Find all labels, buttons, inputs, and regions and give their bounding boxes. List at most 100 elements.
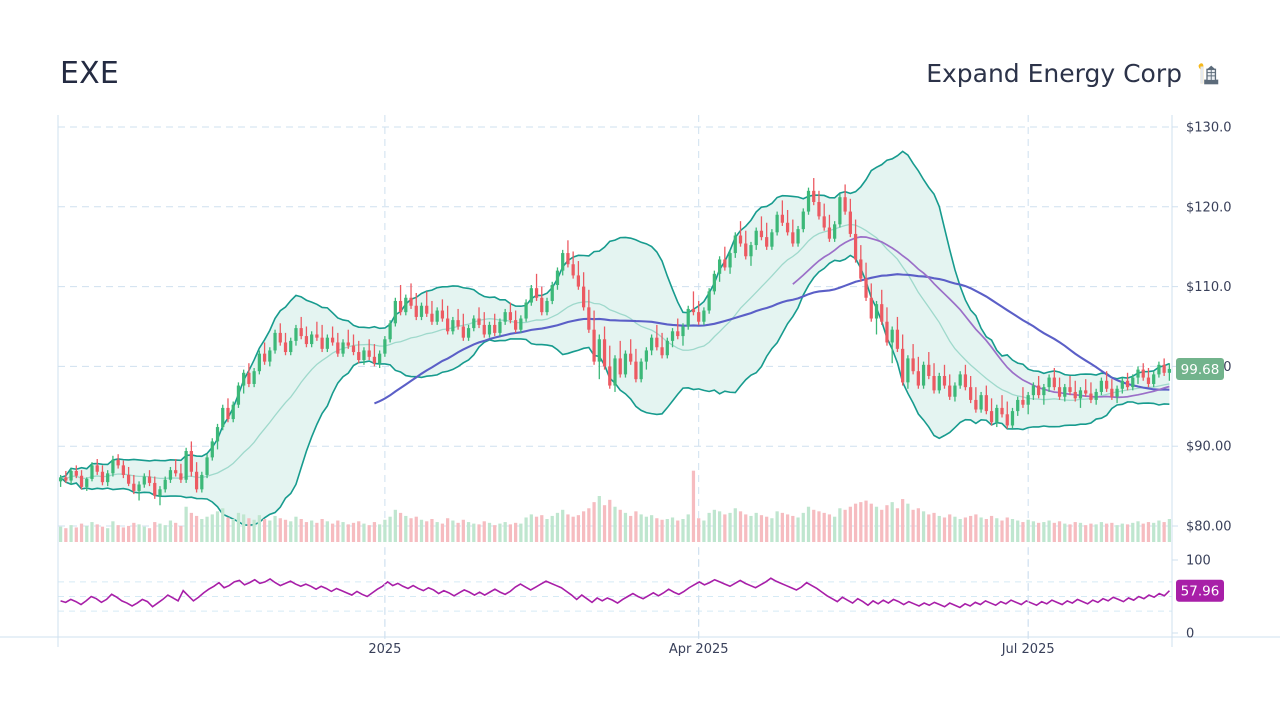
candle-body [493,324,497,333]
candle-body [550,285,554,301]
volume-bar [278,518,282,542]
volume-bar [644,516,648,542]
candle-body [378,353,382,364]
volume-bar [58,526,63,542]
chart-header: EXE Expand Energy Corp [0,52,1280,108]
candle-body [838,197,842,225]
volume-bar [189,512,193,542]
candle-body [351,345,356,353]
candle-body [848,211,852,234]
last-rsi-badge[interactable]: 57.96 [1176,579,1224,602]
candle-body [466,328,471,338]
candle-body [1031,385,1036,396]
candle-body [1131,377,1135,388]
volume-bar [1078,522,1083,542]
candle-body [963,374,968,388]
volume-bar [1105,523,1109,542]
sma-short-line [374,273,1170,405]
candle-body [733,235,737,254]
volume-bar [508,524,513,542]
candle-body [163,479,167,490]
candle-body [869,297,873,319]
volume-bar [1047,520,1051,542]
candle-body [100,471,105,483]
candle-body [137,484,141,491]
volume-bar [1162,522,1166,542]
candle-body [665,340,669,356]
volume-bar [702,520,706,542]
volume-bar [137,524,141,542]
candlestick-chart-svg[interactable]: $130.0$120.0$110.0$100.0$90.00$80.001000… [0,108,1280,668]
candle-body [702,310,706,322]
chart-canvas-area[interactable]: $130.0$120.0$110.0$100.0$90.00$80.001000… [0,108,1280,668]
volume-bar [1131,522,1135,542]
candle-body [655,337,659,348]
volume-bar [383,519,387,542]
candle-body [174,470,178,474]
candle-body [283,342,288,353]
candle-body [906,358,910,383]
volume-bar [174,522,178,542]
rsi-tick-label: 0 [1186,627,1194,642]
volume-bar [247,518,251,542]
candle-body [58,477,63,482]
candle-body [304,336,309,345]
ticker-symbol: EXE [60,56,120,91]
volume-bar [179,525,183,542]
volume-bar [310,520,314,542]
volume-bar [749,515,753,542]
volume-bar [64,528,68,542]
volume-bar [409,518,413,542]
volume-bar [963,517,968,542]
volume-bar [524,517,528,542]
volume-bar [989,515,994,542]
volume-bar [723,514,727,542]
volume-bar [121,527,125,542]
volume-bar [168,520,173,542]
candle-body [325,337,329,349]
candle-body [623,353,628,375]
volume-bar [744,514,748,542]
oil-derrick-icon [1198,63,1219,85]
candle-body [979,395,983,410]
volume-bar [670,517,675,542]
candle-body [168,470,173,480]
volume-bar [289,521,293,542]
candle-body [158,489,162,496]
candle-body [336,342,340,354]
candle-body [503,312,507,322]
candle-body [106,473,110,483]
candle-body [812,190,816,202]
volume-bar [817,511,821,542]
candle-body [456,320,460,327]
last-price-badge[interactable]: 99.68 [1176,358,1224,380]
candle-body [1073,391,1077,399]
volume-bar [853,503,858,542]
candle-body [79,475,84,487]
volume-bar [634,511,638,542]
candle-body [859,259,863,279]
volume-bar [540,515,544,542]
candle-body [179,473,183,480]
candle-body [927,364,931,376]
volume-bar [686,514,690,542]
volume-bar [895,508,900,542]
volume-bar [587,508,591,542]
candle-body [341,342,345,354]
company-name: Expand Energy Corp [926,59,1182,88]
candlestick-series [58,178,1171,506]
volume-bar [796,517,800,542]
volume-bar [111,521,115,542]
price-tick-label: $90.00 [1186,440,1232,455]
candle-body [1057,387,1062,397]
candle-body [1078,390,1083,399]
volume-bar [806,506,811,542]
candle-body [215,427,220,442]
candle-body [649,337,654,351]
volume-bar [100,526,105,542]
volume-bar [472,523,476,542]
volume-bar [430,519,434,542]
candle-body [1042,387,1046,396]
volume-bar [681,519,685,542]
candle-body [1125,380,1130,388]
